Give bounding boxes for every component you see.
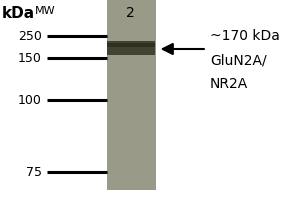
Text: 150: 150 bbox=[18, 51, 42, 64]
Text: 100: 100 bbox=[18, 94, 42, 106]
Text: 2: 2 bbox=[126, 6, 135, 20]
Text: 250: 250 bbox=[18, 29, 42, 43]
Text: NR2A: NR2A bbox=[210, 77, 248, 91]
Bar bbox=[107, 41, 155, 55]
Text: kDa: kDa bbox=[2, 6, 34, 21]
Text: MW: MW bbox=[34, 6, 55, 16]
Text: GluN2A/: GluN2A/ bbox=[210, 53, 267, 67]
Bar bbox=[106, 0, 156, 190]
Bar bbox=[107, 43, 155, 47]
Text: ~170 kDa: ~170 kDa bbox=[210, 29, 280, 43]
Text: 75: 75 bbox=[26, 166, 42, 178]
